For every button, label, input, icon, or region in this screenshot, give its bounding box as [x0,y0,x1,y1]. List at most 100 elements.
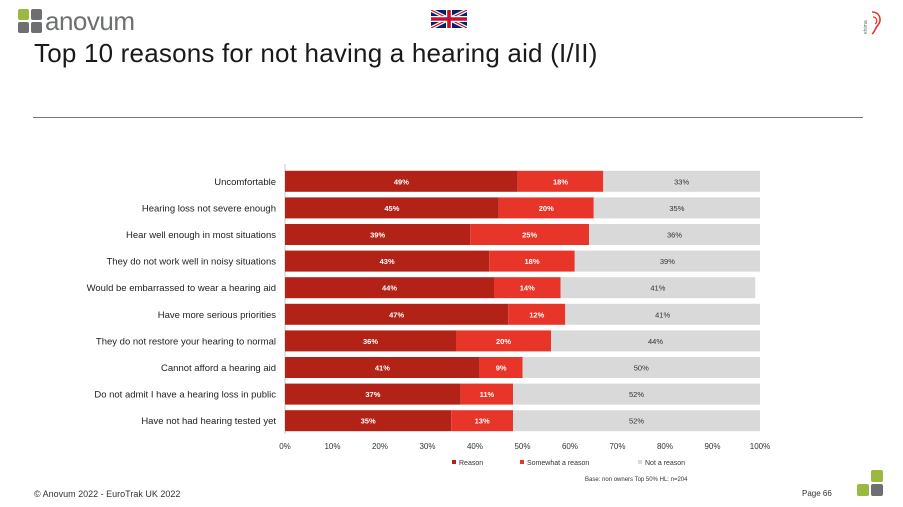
corner-squares-icon [857,470,885,498]
svg-text:ehima: ehima [863,20,869,34]
bar-segment [494,277,561,299]
data-label: 12% [529,310,544,319]
bar-segment [508,303,566,325]
category-label: Cannot afford a hearing aid [161,363,276,374]
x-tick-label: 70% [609,442,625,451]
data-label: 35% [361,417,376,426]
bar-segment [285,170,518,192]
bar-segment [285,197,499,219]
category-label: Hearing loss not severe enough [142,203,276,214]
x-tick-label: 30% [419,442,435,451]
data-label: 11% [480,390,495,399]
category-label: Uncomfortable [214,177,276,188]
data-label: 20% [539,204,554,213]
x-tick-label: 100% [750,442,770,451]
bar-segment [285,250,490,272]
x-tick-label: 20% [372,442,388,451]
bar-segment [522,357,760,378]
bar-segment [565,303,760,325]
data-label: 39% [370,231,385,240]
bar-segment [551,330,760,352]
data-label: 37% [365,390,380,399]
data-label: 18% [524,257,539,266]
logo-text: anovum [45,6,135,36]
bar-segment [285,357,480,378]
legend-swatch [520,460,524,464]
footer-copyright: © Anovum 2022 - EuroTrak UK 2022 [34,489,181,499]
category-label: Would be embarrassed to wear a hearing a… [87,283,276,294]
bar-segment [593,197,760,219]
data-label: 39% [660,257,675,266]
bar-segment [589,224,760,245]
page-title: Top 10 reasons for not having a hearing … [34,38,598,68]
data-label: 18% [553,177,568,186]
bar-segment [470,224,589,245]
data-label: 47% [389,310,404,319]
data-label: 49% [394,177,409,186]
bar-segment [285,383,461,405]
data-label: 36% [363,337,378,346]
data-label: 25% [522,231,537,240]
bar-segment [456,330,551,352]
category-label: Hear well enough in most situations [126,230,276,241]
x-tick-label: 50% [514,442,530,451]
category-label: They do not restore your hearing to norm… [96,336,276,347]
category-label: They do not work well in noisy situation… [107,257,277,268]
anovum-logo: anovum [18,6,135,36]
x-tick-label: 40% [467,442,483,451]
bar-segment [451,410,513,432]
bar-segment [517,170,604,192]
data-label: 33% [674,177,689,186]
x-tick-label: 90% [704,442,720,451]
bar-segment [513,383,760,405]
data-label: 44% [648,337,663,346]
data-label: 41% [655,310,670,319]
logo-squares-icon [18,9,42,33]
data-label: 45% [384,204,399,213]
bar-segment [285,224,471,245]
category-label: Have not had hearing tested yet [141,416,276,427]
legend-label: Not a reason [645,460,685,467]
data-label: 50% [634,364,649,373]
legend-swatch [638,460,642,464]
data-label: 52% [629,417,644,426]
data-label: 36% [667,231,682,240]
x-tick-label: 10% [324,442,340,451]
bar-segment [574,250,760,272]
data-label: 20% [496,337,511,346]
bar-segment [603,170,760,192]
category-label: Have more serious priorities [158,310,277,321]
data-label: 41% [375,364,390,373]
base-note: Base: non owners Top 50% HL: n=204 [585,477,688,483]
data-label: 9% [496,364,507,373]
bar-segment [513,410,760,432]
data-label: 52% [629,390,644,399]
data-label: 35% [669,204,684,213]
bar-segment [285,303,509,325]
bar-segment [489,250,575,272]
uk-flag-icon [431,10,467,28]
bar-segment [498,197,594,219]
x-tick-label: 60% [562,442,578,451]
bar-segment [479,357,523,378]
x-tick-label: 0% [279,442,291,451]
legend-label: Somewhat a reason [527,460,589,467]
data-label: 43% [380,257,395,266]
bar-segment [560,277,756,299]
page-number: Page 66 [802,489,832,498]
x-tick-label: 80% [657,442,673,451]
bar-segment [285,330,456,352]
bar-segment [460,383,513,405]
data-label: 44% [382,284,397,293]
bar-segment [285,277,494,299]
ehima-logo-icon: ehima [863,11,881,35]
data-label: 41% [650,284,665,293]
data-label: 14% [520,284,535,293]
title-divider [33,117,863,118]
legend-label: Reason [459,460,483,467]
stacked-bar-chart: Uncomfortable 49% 18% 33% Hearing loss not s… [87,164,770,467]
legend-swatch [452,460,456,464]
bar-segment [285,410,452,432]
category-label: Do not admit I have a hearing loss in pu… [94,390,276,401]
data-label: 13% [475,417,490,426]
